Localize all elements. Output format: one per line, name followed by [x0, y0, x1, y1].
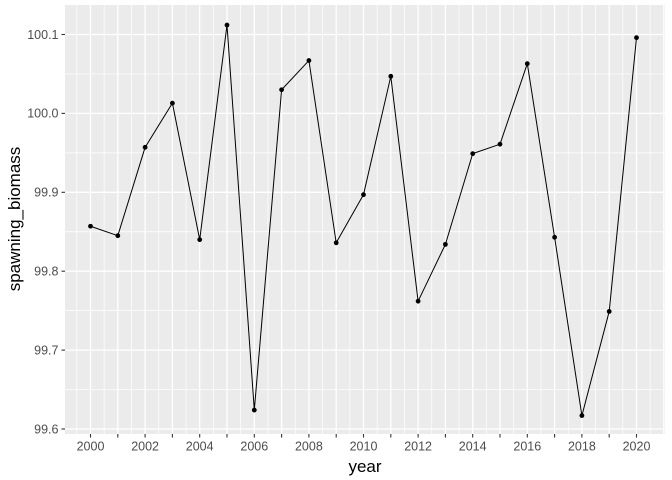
data-point: [224, 22, 230, 28]
data-point: [579, 413, 585, 418]
y-tick-label: 99.6: [34, 422, 58, 436]
data-point: [497, 141, 503, 147]
data-point: [443, 241, 448, 247]
data-point: [606, 309, 612, 314]
plot-panel: [65, 5, 665, 434]
data-point: [524, 61, 530, 67]
data-point: [197, 237, 203, 243]
data-point: [415, 298, 421, 304]
y-tick-label: 100.1: [27, 28, 58, 42]
data-point: [361, 192, 366, 198]
data-point: [115, 233, 121, 239]
x-tick-label: 2000: [77, 440, 105, 454]
y-tick-label: 99.7: [34, 343, 58, 357]
x-tick-label: 2012: [404, 440, 432, 454]
x-tick-label: 2010: [350, 440, 378, 454]
x-axis-title-text: year: [348, 457, 382, 476]
y-axis-title-text: spawning_biomass: [5, 146, 24, 292]
x-tick-label: 2018: [568, 440, 596, 454]
data-point: [279, 87, 284, 93]
x-tick-label: 2008: [295, 440, 323, 454]
data-point: [306, 58, 312, 63]
y-tick-label: 100.0: [27, 107, 58, 121]
data-point: [170, 100, 175, 106]
data-point: [251, 407, 257, 413]
data-point: [142, 144, 148, 150]
data-point: [333, 240, 339, 246]
data-point: [552, 234, 557, 240]
data-point: [470, 151, 476, 157]
x-tick-label: 2016: [513, 440, 541, 454]
data-point: [634, 35, 639, 41]
x-tick-label: 2002: [131, 440, 159, 454]
x-tick-label: 2004: [186, 440, 214, 454]
y-tick-label: 99.8: [34, 265, 58, 279]
x-axis-title: year: [0, 458, 672, 475]
x-tick-label: 2006: [240, 440, 268, 454]
data-point: [88, 223, 93, 229]
data-point: [388, 73, 394, 79]
y-tick-label: 99.9: [34, 186, 58, 200]
x-tick-label: 2014: [459, 440, 487, 454]
x-tick-label: 2020: [623, 440, 651, 454]
